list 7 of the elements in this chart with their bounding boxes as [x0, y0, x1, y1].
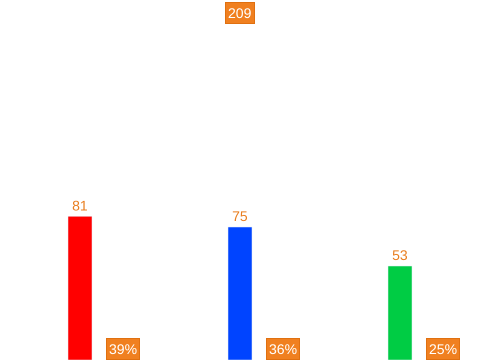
text: 209: [228, 5, 252, 21]
data-label: 81: [72, 197, 88, 214]
annotation: 36%: [269, 341, 298, 357]
annotation: 25%: [429, 341, 458, 357]
data-label: 53: [392, 247, 408, 264]
annotation: 39%: [109, 341, 138, 357]
data-label: 75: [232, 208, 248, 224]
